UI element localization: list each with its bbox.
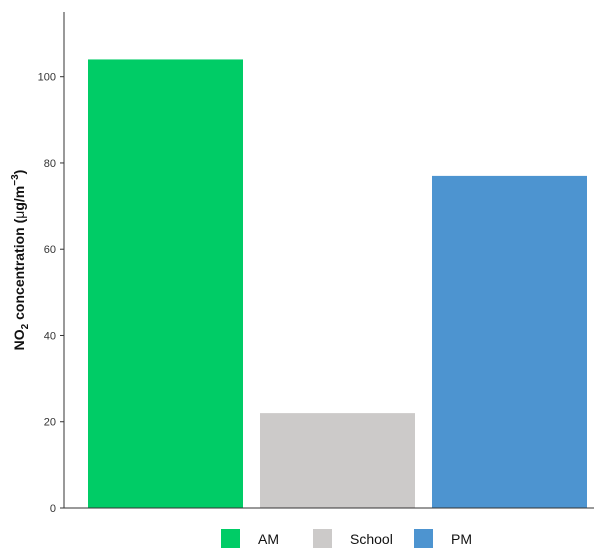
- legend-label-am: AM: [258, 531, 279, 547]
- y-tick-label: 0: [50, 503, 56, 515]
- y-axis-label-base: NO: [11, 329, 27, 350]
- y-tick-label: 60: [44, 244, 56, 256]
- y-axis-label: NO2 concentration (μg/m−3): [10, 170, 31, 351]
- y-axis-label-superscript: −3: [10, 174, 21, 186]
- bar-am: [88, 59, 243, 508]
- legend-swatch-am: [221, 529, 240, 548]
- bar-pm: [432, 175, 587, 509]
- legend-swatch-pm: [414, 529, 433, 548]
- y-tick-label: 40: [44, 330, 56, 342]
- bar-school: [260, 413, 415, 508]
- y-axis-label-mu: μ: [11, 211, 27, 219]
- legend-label-pm: PM: [451, 531, 472, 547]
- svg-text:NO2 concentration (μg/m−3): NO2 concentration (μg/m−3): [10, 170, 31, 351]
- y-tick-label: 20: [44, 417, 56, 429]
- y-tick-label: 100: [38, 72, 56, 84]
- y-axis-label-unit: g/m: [11, 186, 27, 211]
- y-axis-label-subscript: 2: [20, 323, 31, 329]
- legend-swatch-school: [313, 529, 332, 548]
- y-tick-label: 80: [44, 158, 56, 170]
- legend-label-school: School: [350, 531, 393, 547]
- y-axis-label-end: ): [11, 170, 27, 175]
- y-axis-label-middle: concentration (: [11, 218, 27, 323]
